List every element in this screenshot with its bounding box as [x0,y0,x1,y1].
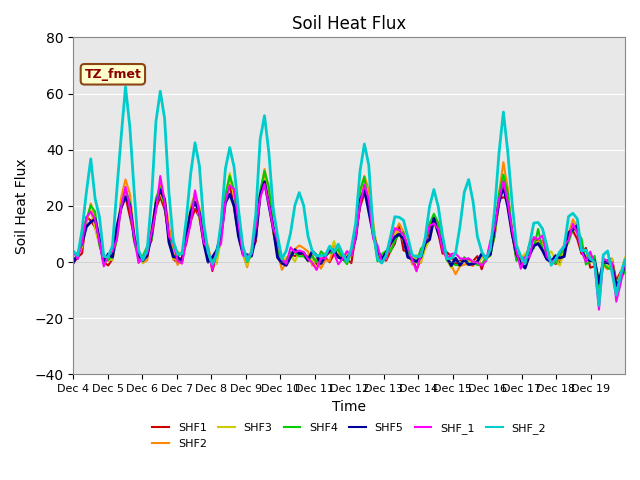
SHF_1 [300,249,307,255]
SHF5 [70,260,77,265]
SHF2 [356,188,364,194]
SHF3 [621,255,629,261]
SHF3 [600,261,607,266]
SHF3 [204,251,212,256]
SHF4 [70,256,77,262]
SHF2 [612,294,620,300]
SHF5 [278,260,285,266]
SHF4 [612,290,620,296]
SHF3 [70,258,77,264]
SHF1 [204,244,212,250]
SHF5 [204,259,212,265]
SHF2 [70,251,77,256]
X-axis label: Time: Time [332,400,366,414]
SHF_2 [70,248,77,254]
SHF_2 [300,203,307,208]
SHF2 [204,244,212,250]
SHF3 [360,182,368,188]
SHF2 [600,263,607,268]
SHF_1 [360,182,368,188]
Line: SHF_1: SHF_1 [74,176,625,310]
SHF3 [612,283,620,289]
SHF_2 [547,263,555,268]
SHF4 [621,269,629,275]
SHF2 [296,242,303,248]
Y-axis label: Soil Heat Flux: Soil Heat Flux [15,158,29,253]
SHF1 [278,261,285,267]
Legend: SHF1, SHF2, SHF3, SHF4, SHF5, SHF_1, SHF_2: SHF1, SHF2, SHF3, SHF4, SHF5, SHF_1, SHF… [148,419,550,453]
SHF_1 [547,259,555,264]
SHF_1 [621,257,629,263]
SHF1 [360,191,368,196]
SHF1 [547,259,555,264]
SHF1 [70,260,77,266]
SHF5 [260,179,268,185]
SHF5 [612,283,620,288]
SHF4 [204,255,212,261]
SHF_2 [360,141,368,147]
SHF2 [621,258,629,264]
SHF4 [300,253,307,259]
SHF5 [360,187,368,192]
SHF5 [300,250,307,255]
SHF4 [600,261,607,266]
SHF_2 [604,248,611,254]
SHF4 [547,257,555,263]
SHF2 [274,250,282,255]
Line: SHF_2: SHF_2 [74,87,625,305]
SHF5 [547,259,555,265]
SHF_2 [209,261,216,267]
SHF3 [226,170,234,176]
SHF_1 [156,173,164,179]
SHF2 [500,159,508,165]
SHF_1 [209,267,216,273]
SHF_2 [595,302,603,308]
SHF_2 [122,84,129,90]
SHF_2 [278,256,285,262]
Title: Soil Heat Flux: Soil Heat Flux [292,15,406,33]
SHF5 [621,262,629,267]
SHF1 [260,174,268,180]
SHF1 [595,281,603,287]
SHF1 [300,252,307,258]
SHF1 [621,264,629,269]
SHF_1 [278,256,285,262]
Line: SHF1: SHF1 [74,177,625,284]
SHF3 [278,259,285,264]
SHF4 [278,259,285,265]
SHF_1 [595,307,603,312]
SHF_1 [70,249,77,254]
SHF5 [600,259,607,264]
SHF_1 [604,258,611,264]
SHF4 [260,168,268,174]
SHF1 [604,257,611,263]
Line: SHF4: SHF4 [74,171,625,293]
Line: SHF3: SHF3 [74,173,625,286]
SHF2 [547,259,555,264]
Line: SHF5: SHF5 [74,182,625,286]
SHF3 [300,251,307,257]
SHF_2 [621,257,629,263]
Line: SHF2: SHF2 [74,162,625,297]
SHF3 [547,249,555,254]
Text: TZ_fmet: TZ_fmet [84,68,141,81]
SHF4 [360,174,368,180]
